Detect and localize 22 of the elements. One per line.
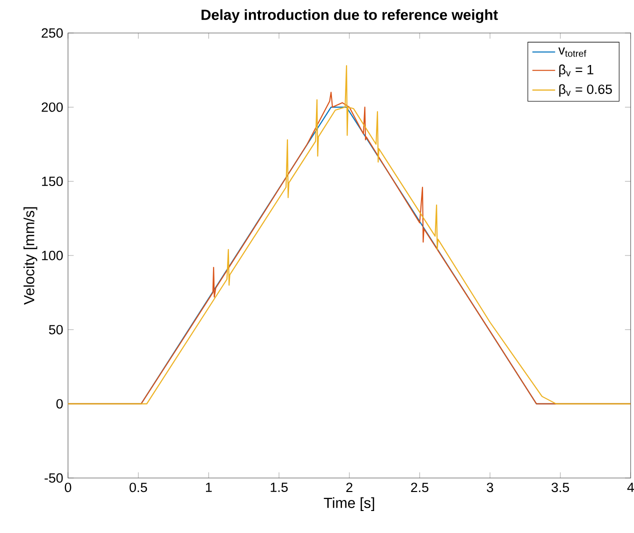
y-tick-label: 0	[56, 399, 63, 409]
x-tick-label: 3	[486, 482, 494, 492]
x-tick-label: 2	[346, 482, 352, 492]
x-tick-label: 4	[627, 482, 634, 492]
x-tick-label: 3.5	[552, 482, 570, 492]
x-tick-label: 0.5	[130, 482, 148, 492]
y-tick-label: 50	[49, 324, 63, 334]
chart-title: Delay introduction due to reference weight	[202, 9, 498, 23]
y-tick-label: 250	[42, 28, 63, 38]
y-tick-label: 150	[42, 176, 63, 186]
x-tick-label: 1.5	[270, 482, 288, 492]
x-tick-label: 2.5	[411, 482, 428, 492]
legend-label: v$_{totref}$	[558, 48, 586, 57]
legend-label: β$_{v}$ = 1	[559, 64, 594, 77]
x-tick-label: 1	[206, 482, 212, 492]
y-tick-label: 200	[42, 102, 63, 112]
x-axis-title: Time [s]	[324, 497, 374, 511]
legend-label: β$_{v}$ = 0.65	[559, 84, 612, 97]
y-axis-title: Velocity [mm/s]	[24, 207, 38, 305]
y-tick-label: 100	[42, 250, 63, 260]
y-tick-label: -50	[44, 473, 63, 483]
x-tick-label: 0	[64, 482, 72, 492]
